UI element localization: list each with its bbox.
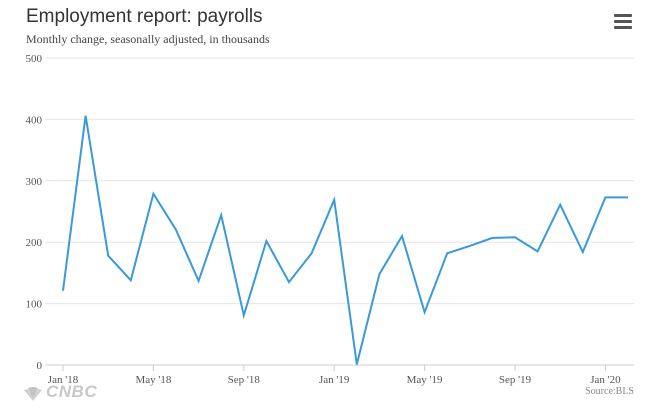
data-point [288, 281, 290, 283]
data-point [152, 193, 154, 195]
data-point [220, 214, 222, 216]
data-point [333, 199, 335, 201]
hamburger-menu-icon[interactable] [612, 12, 634, 30]
x-tick-label: Jan '20 [590, 374, 621, 386]
y-tick-label: 500 [26, 53, 43, 65]
menu-bar [614, 20, 632, 23]
x-tick-label: Jan '19 [319, 374, 350, 386]
data-point [62, 290, 64, 292]
y-tick-label: 300 [26, 176, 43, 188]
data-point [175, 229, 177, 231]
data-point [401, 235, 403, 237]
x-tick-label: May '18 [135, 374, 171, 386]
x-tick-label: May '19 [407, 374, 443, 386]
y-tick-label: 100 [26, 299, 43, 311]
data-point [356, 363, 358, 365]
y-tick-label: 400 [26, 114, 43, 126]
x-tick-label: Jan '18 [48, 374, 79, 386]
menu-bar [614, 14, 632, 17]
x-tick-label: Sep '18 [228, 374, 261, 386]
data-point [604, 196, 606, 198]
data-point [582, 251, 584, 253]
data-point [198, 280, 200, 282]
data-point [559, 204, 561, 206]
data-point [107, 255, 109, 257]
data-point [130, 279, 132, 281]
y-tick-label: 200 [26, 237, 43, 249]
data-point [469, 245, 471, 247]
data-point [85, 115, 87, 117]
x-tick-label: Sep '19 [499, 374, 532, 386]
data-point [311, 252, 313, 254]
data-point [491, 237, 493, 239]
data-point [514, 236, 516, 238]
cnbc-logo: CNBC [22, 382, 97, 402]
data-point [446, 252, 448, 254]
peacock-icon [24, 387, 42, 401]
data-point [424, 311, 426, 313]
data-point [265, 240, 267, 242]
data-point [627, 196, 629, 198]
chart-subtitle: Monthly change, seasonally adjusted, in … [26, 32, 270, 46]
y-tick-label: 0 [37, 360, 43, 372]
data-point [378, 273, 380, 275]
logo-text: CNBC [46, 382, 98, 401]
data-point [537, 250, 539, 252]
menu-bar [614, 26, 632, 29]
series-line [62, 115, 628, 365]
chart-title: Employment report: payrolls [26, 6, 263, 27]
source-note: Source:BLS [585, 386, 634, 397]
data-point [243, 314, 245, 316]
